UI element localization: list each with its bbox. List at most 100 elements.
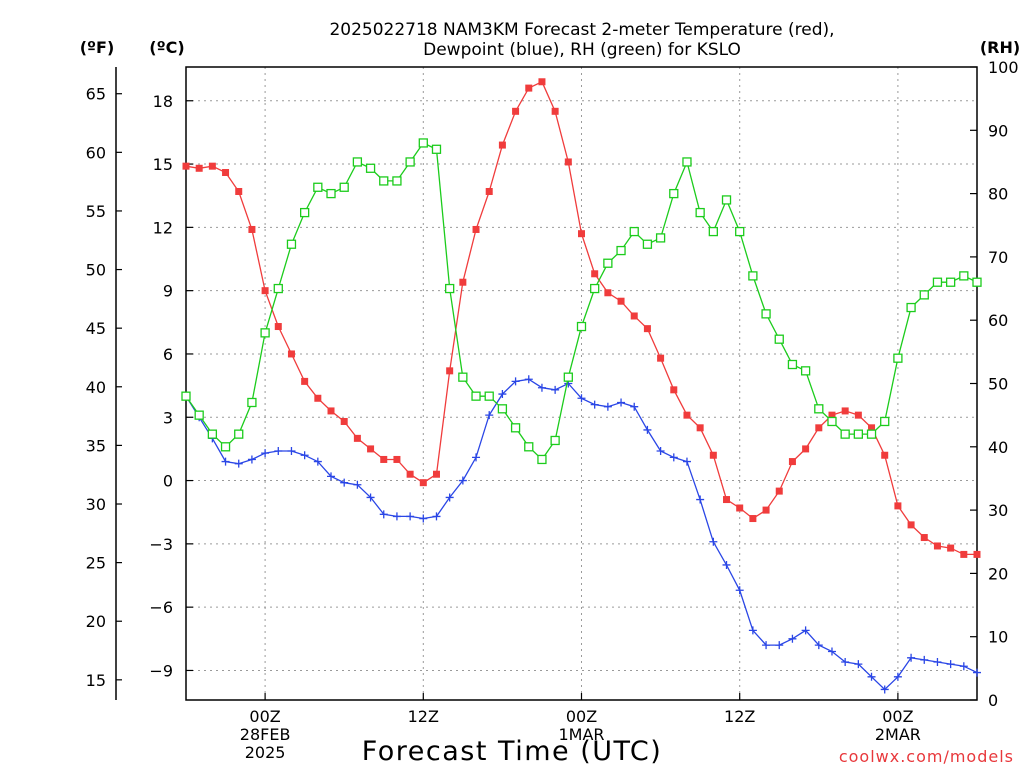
rh-point bbox=[866, 429, 877, 439]
x-tick-label: 12Z bbox=[408, 707, 439, 726]
temperature-point bbox=[261, 287, 269, 295]
temperature-point bbox=[459, 278, 467, 286]
temperature-point bbox=[485, 187, 493, 195]
dewpoint-point bbox=[261, 449, 270, 458]
temperature-point bbox=[788, 458, 796, 466]
temperature-point bbox=[314, 394, 322, 402]
temperature-point bbox=[709, 451, 717, 459]
temperature-point bbox=[182, 162, 190, 170]
rh-tick-label: 40 bbox=[988, 438, 1008, 457]
temperature-point bbox=[894, 502, 902, 510]
dewpoint-point bbox=[735, 586, 744, 595]
rh-point bbox=[616, 245, 626, 256]
temperature-point bbox=[881, 451, 889, 459]
temperature-point bbox=[907, 521, 915, 529]
fahrenheit-tick-label: 65 bbox=[86, 85, 106, 104]
rh-point bbox=[313, 182, 323, 192]
celsius-unit-label: (ºC) bbox=[149, 38, 184, 57]
rh-point bbox=[220, 442, 231, 452]
dewpoint-point bbox=[643, 425, 652, 434]
rh-point bbox=[576, 321, 587, 332]
rh-point bbox=[932, 277, 943, 287]
temperature-point bbox=[723, 496, 731, 504]
rh-tick-label: 100 bbox=[988, 58, 1019, 77]
rh-point bbox=[787, 359, 798, 370]
x-axis-title: Forecast Time (UTC) bbox=[362, 736, 663, 767]
temperature-point bbox=[367, 445, 375, 453]
temperature-point bbox=[446, 367, 454, 375]
rh-point bbox=[273, 283, 283, 294]
dewpoint-point bbox=[498, 390, 507, 399]
series-layer bbox=[181, 78, 982, 694]
rh-point bbox=[774, 334, 784, 344]
rh-point bbox=[840, 429, 850, 439]
dewpoint-point bbox=[458, 476, 467, 485]
rh-point bbox=[550, 435, 560, 446]
rh-point bbox=[247, 397, 257, 408]
temperature-point bbox=[802, 445, 810, 453]
temperature-point bbox=[973, 550, 981, 558]
fahrenheit-tick-label: 40 bbox=[86, 378, 106, 397]
watermark-link[interactable]: coolwx.com/models bbox=[839, 747, 1014, 766]
temperature-point bbox=[630, 312, 638, 320]
rh-point bbox=[418, 138, 428, 148]
dewpoint-point bbox=[946, 660, 955, 669]
rh-point bbox=[748, 271, 758, 281]
celsius-tick-label: 15 bbox=[153, 155, 173, 174]
dewpoint-point bbox=[841, 658, 850, 667]
rh-point bbox=[365, 163, 376, 173]
temperature-point bbox=[235, 187, 243, 195]
temperature-point bbox=[406, 470, 414, 478]
temperature-point bbox=[222, 169, 230, 176]
celsius-tick-label: 6 bbox=[163, 345, 173, 364]
rh-point bbox=[260, 328, 270, 338]
dewpoint-point bbox=[801, 626, 810, 635]
rh-tick-label: 50 bbox=[988, 375, 1008, 394]
rh-point bbox=[669, 188, 679, 199]
rh-point bbox=[326, 188, 336, 199]
temperature-point bbox=[762, 506, 770, 514]
x-tick-label: 00Z bbox=[882, 707, 913, 726]
rh-point bbox=[629, 226, 639, 237]
axes bbox=[115, 66, 978, 701]
rh-point bbox=[194, 410, 204, 420]
celsius-tick-label: 18 bbox=[153, 92, 173, 111]
fahrenheit-tick-label: 25 bbox=[86, 554, 106, 573]
celsius-tick-label: 3 bbox=[163, 408, 173, 427]
dewpoint-point bbox=[656, 447, 665, 456]
temperature-point bbox=[617, 297, 625, 305]
temperature-point bbox=[643, 325, 651, 333]
temperature-point bbox=[775, 487, 783, 495]
fahrenheit-unit-label: (ºF) bbox=[80, 38, 115, 57]
dewpoint-point bbox=[392, 512, 401, 521]
rh-point bbox=[880, 416, 890, 427]
rh-point bbox=[471, 391, 481, 401]
rh-point bbox=[405, 157, 415, 167]
rh-point bbox=[352, 157, 363, 167]
x-tick-label: 00Z bbox=[566, 707, 597, 726]
dewpoint-point bbox=[551, 385, 560, 394]
dewpoint-point bbox=[274, 447, 283, 456]
dewpoint-point bbox=[472, 453, 481, 462]
dewpoint-point bbox=[959, 662, 968, 671]
temperature-point bbox=[512, 107, 520, 115]
temperature-point bbox=[301, 377, 309, 385]
rh-point bbox=[735, 226, 745, 237]
temperature-point bbox=[393, 455, 401, 463]
celsius-tick-label: −9 bbox=[149, 661, 173, 680]
rh-point bbox=[827, 416, 837, 427]
rh-point bbox=[392, 176, 402, 186]
dewpoint-point bbox=[234, 459, 243, 468]
rh-point bbox=[695, 207, 705, 218]
temperature-point bbox=[933, 542, 941, 550]
temperature-point bbox=[683, 411, 691, 419]
dewpoint-point bbox=[973, 668, 981, 677]
temperature-point bbox=[868, 424, 876, 432]
rh-point bbox=[286, 239, 297, 249]
dewpoint-point bbox=[669, 453, 678, 462]
dewpoint-point bbox=[432, 512, 441, 521]
rh-point bbox=[299, 207, 310, 218]
rh-point bbox=[458, 372, 468, 382]
x-tick-label: 2MAR bbox=[875, 725, 921, 744]
temperature-point bbox=[353, 434, 361, 442]
